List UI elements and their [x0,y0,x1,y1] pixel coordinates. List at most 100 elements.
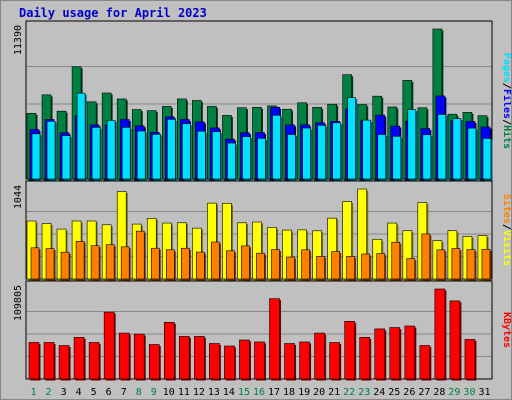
bar-body [374,328,386,380]
bar-body [377,134,387,180]
bar-sites [75,241,86,281]
bar-body [241,245,250,280]
bar-kbytes [118,332,131,381]
bar-body [120,246,130,280]
bar-sites [150,247,161,281]
x-tick-label: 4 [76,387,82,398]
panel-2-series-label: Sites/Visits [501,194,511,266]
legend-files: Files [501,89,511,119]
bar-pages [257,138,267,181]
bar-body [391,241,401,280]
x-tick-label: 6 [106,387,112,398]
bar-kbytes [148,344,161,381]
bar-body [166,119,176,180]
bar-body [179,336,190,380]
bar-body [88,342,100,380]
bar-kbytes [209,343,221,381]
bar-kbytes [464,339,477,381]
panel-2-max-label: 1044 [13,185,24,209]
bar-sites [226,250,236,281]
bar-body [301,249,310,280]
bar-sites [211,241,221,281]
bar-pages [362,119,373,181]
bar-body [404,325,416,380]
bar-body [389,327,401,380]
x-tick-label: 19 [298,387,310,398]
bar-kbytes [28,342,41,381]
x-tick-label: 30 [463,387,475,398]
bar-pages [482,138,493,181]
bar-sites [60,251,71,281]
bar-pages [377,134,388,181]
bar-sites [346,256,357,281]
bar-pages [467,127,478,181]
bar-sites [90,245,101,281]
bar-body [269,298,280,380]
bar-body [43,342,55,380]
bar-body [227,142,236,180]
bar-body [75,241,85,280]
bar-kbytes [179,336,191,381]
bar-body [182,123,191,180]
bar-body [73,337,85,380]
bar-body [31,133,41,180]
bar-body [271,249,280,280]
bar-body [344,321,355,380]
bar-body [329,342,340,380]
bar-kbytes [344,321,357,381]
bar-body [105,244,115,280]
panel-1-series-label: Pages/Files/Hits [501,53,511,149]
bar-sites [421,233,432,281]
bar-sites [271,249,282,281]
x-tick-label: 16 [253,387,265,398]
bar-pages [407,109,418,181]
x-tick-label: 2 [46,387,52,398]
bar-pages [317,124,328,181]
bar-body [436,249,446,280]
x-tick-label: 14 [223,387,235,398]
x-tick-label: 26 [403,387,415,398]
bar-pages [106,120,117,181]
bar-body [421,233,431,280]
bar-body [254,341,265,380]
bar-body [481,248,491,280]
bar-body [209,343,220,380]
bar-kbytes [43,342,56,381]
bar-pages [151,134,162,181]
bar-sites [466,249,477,281]
bar-body [422,134,432,180]
bar-kbytes [73,337,86,381]
x-tick-label: 28 [433,387,445,398]
bar-body [347,97,356,180]
bar-kbytes [224,345,236,381]
bar-pages [91,127,102,181]
bar-body [103,311,115,380]
x-tick-label: 7 [121,387,127,398]
bar-body [194,336,205,380]
bar-pages [302,127,313,181]
bar-body [299,341,310,380]
legend-separator: / [501,119,511,125]
bar-sites [256,252,266,281]
bar-body [464,339,476,380]
x-tick-label: 9 [151,387,157,398]
bar-body [314,332,325,380]
bar-pages [332,122,343,181]
bar-body [136,130,146,180]
bar-body [197,130,206,180]
panel-3-series-label: KBytes [501,312,511,348]
legend-visits: Visits [501,230,511,266]
bar-sites [406,258,417,281]
bar-pages [347,97,358,181]
bar-body [346,256,355,280]
bar-body [316,256,325,280]
bar-body [224,345,235,380]
bar-kbytes [434,288,447,381]
bar-pages [136,130,147,181]
bar-sites [120,246,131,281]
bar-kbytes [389,327,402,381]
bar-body [118,332,130,380]
bar-body [434,288,446,380]
bar-sites [241,245,251,281]
bar-sites [376,253,387,281]
